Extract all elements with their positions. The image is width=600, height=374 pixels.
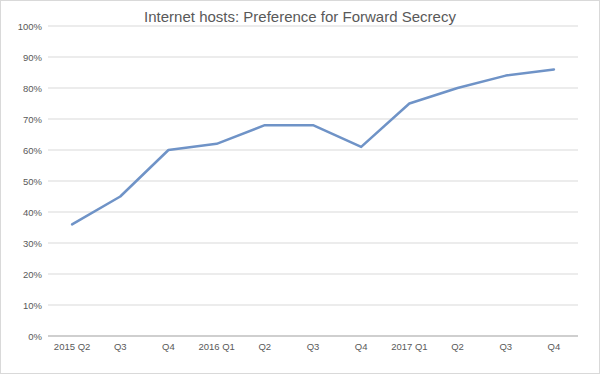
grid-line bbox=[48, 243, 578, 244]
x-tick-label: Q3 bbox=[499, 341, 512, 352]
y-tick-label: 30% bbox=[23, 238, 43, 249]
x-tick-label: 2016 Q1 bbox=[198, 341, 234, 352]
y-tick-label: 20% bbox=[23, 269, 43, 280]
y-tick-label: 50% bbox=[23, 176, 43, 187]
grid-line bbox=[48, 274, 578, 275]
grid-line bbox=[48, 57, 578, 58]
grid-line bbox=[48, 88, 578, 89]
chart: Internet hosts: Preference for Forward S… bbox=[0, 0, 600, 374]
y-axis-extent bbox=[48, 26, 49, 336]
grid-line bbox=[48, 305, 578, 306]
grid-line bbox=[48, 119, 578, 120]
y-tick-label: 40% bbox=[23, 207, 43, 218]
x-tick-label: Q2 bbox=[451, 341, 464, 352]
x-tick-label: Q4 bbox=[355, 341, 368, 352]
y-tick-label: 90% bbox=[23, 52, 43, 63]
x-tick-label: 2017 Q1 bbox=[391, 341, 427, 352]
title: Internet hosts: Preference for Forward S… bbox=[144, 8, 456, 25]
line bbox=[72, 69, 554, 224]
y-tick-label: 10% bbox=[23, 300, 43, 311]
grid-line bbox=[48, 26, 578, 27]
x-tick-label: Q4 bbox=[548, 341, 561, 352]
x-tick-label: Q3 bbox=[307, 341, 320, 352]
y-tick-label: 70% bbox=[23, 114, 43, 125]
grid-line bbox=[48, 150, 578, 151]
x-tick-label: Q4 bbox=[162, 341, 175, 352]
x-axis bbox=[48, 336, 578, 337]
x-tick-label: Q2 bbox=[258, 341, 271, 352]
y-tick-label: 80% bbox=[23, 83, 43, 94]
x-tick-label: Q3 bbox=[114, 341, 127, 352]
chart-border bbox=[1, 1, 600, 374]
y-tick-label: 60% bbox=[23, 145, 43, 156]
x-tick-label: 2015 Q2 bbox=[54, 341, 90, 352]
plot-area bbox=[72, 69, 554, 224]
grid-line bbox=[48, 336, 578, 337]
grid-line bbox=[48, 181, 578, 182]
y-tick-label: 100% bbox=[18, 21, 43, 32]
grid-line bbox=[48, 212, 578, 213]
y-tick-label: 0% bbox=[28, 331, 42, 342]
